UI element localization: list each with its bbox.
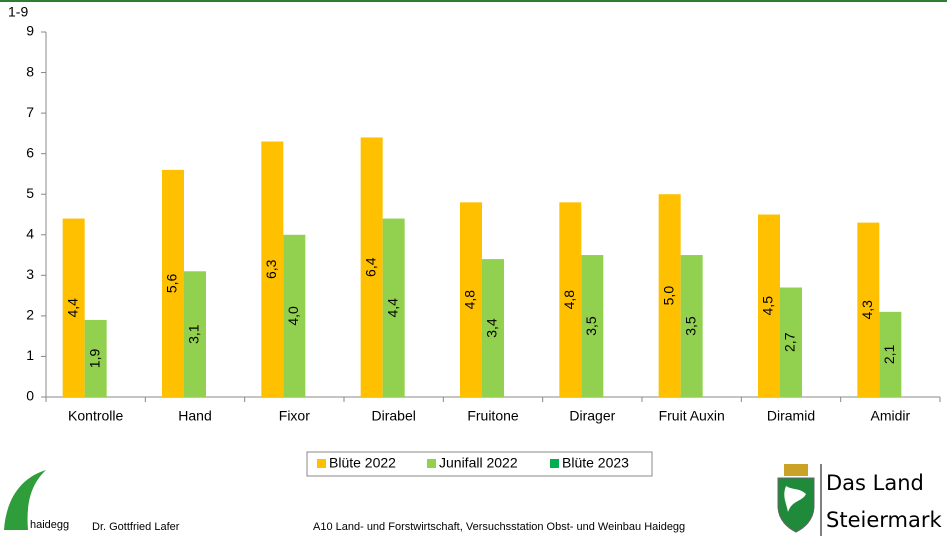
bar <box>162 169 184 397</box>
y-tick-label: 4 <box>26 225 34 241</box>
data-label: 4,8 <box>561 290 577 310</box>
data-label: 3,5 <box>583 316 599 336</box>
x-tick-label: Kontrolle <box>68 408 123 424</box>
bar <box>360 137 383 397</box>
y-tick-label: 0 <box>26 388 34 404</box>
legend-label: Blüte 2022 <box>329 455 396 471</box>
x-tick-label: Dirabel <box>371 408 415 424</box>
data-label: 1,9 <box>86 349 102 369</box>
bar <box>680 255 703 397</box>
bar <box>460 202 482 397</box>
top-border <box>0 0 947 2</box>
y-tick-label: 8 <box>26 63 34 79</box>
x-tick-label: Fruit Auxin <box>659 408 725 424</box>
x-tick-label: Fixor <box>279 408 310 424</box>
data-label: 5,6 <box>164 274 180 294</box>
x-tick-label: Diramid <box>767 408 815 424</box>
x-tick-label: Amidir <box>870 408 910 424</box>
y-tick-label: 5 <box>26 185 34 201</box>
institution: A10 Land- und Forstwirtschaft, Versuchss… <box>313 521 685 533</box>
legend-label: Blüte 2023 <box>562 455 629 471</box>
bar <box>283 234 306 397</box>
bar <box>84 319 107 397</box>
data-label: 4,4 <box>384 298 400 318</box>
data-label: 6,4 <box>362 257 378 277</box>
data-label: 4,4 <box>64 298 80 318</box>
legend-swatch <box>550 459 559 468</box>
y-tick-label: 2 <box>26 307 34 323</box>
legend-swatch <box>427 459 436 468</box>
bar <box>780 287 802 397</box>
logo-text: haidegg <box>30 519 69 531</box>
legend-box <box>306 451 653 477</box>
brand-line1: Das Land <box>826 471 924 495</box>
y-axis-label: 1-9 <box>8 4 28 20</box>
y-tick-label: 7 <box>26 104 34 120</box>
data-label: 4,3 <box>859 300 875 320</box>
data-label: 3,5 <box>682 316 698 336</box>
data-label: 5,0 <box>660 286 676 306</box>
bar <box>879 311 902 397</box>
y-tick-label: 3 <box>26 266 34 282</box>
bar <box>184 271 206 397</box>
data-label: 2,1 <box>881 344 897 364</box>
bar <box>581 255 604 397</box>
haidegg-logo <box>4 470 46 530</box>
data-label: 3,4 <box>484 318 500 338</box>
author: Dr. Gottfried Lafer <box>92 521 180 533</box>
data-label: 6,3 <box>263 259 279 279</box>
bar <box>62 218 85 397</box>
x-tick-label: Fruitone <box>467 408 519 424</box>
legend-swatch <box>317 459 326 468</box>
y-tick-label: 9 <box>26 23 34 39</box>
y-tick-label: 1 <box>26 347 34 363</box>
legend-label: Junifall 2022 <box>439 455 518 471</box>
bar <box>482 259 504 397</box>
bar <box>857 222 880 397</box>
data-label: 4,5 <box>760 296 776 316</box>
bar <box>758 214 780 397</box>
bar <box>382 218 405 397</box>
bar <box>559 202 582 397</box>
bar <box>261 141 284 397</box>
y-tick-label: 6 <box>26 144 34 160</box>
data-label: 4,8 <box>462 290 478 310</box>
data-label: 2,7 <box>782 332 798 352</box>
coat-of-arms <box>777 464 815 533</box>
x-tick-label: Dirager <box>569 408 615 424</box>
data-label: 4,0 <box>285 306 301 326</box>
x-tick-label: Hand <box>178 408 211 424</box>
data-label: 3,1 <box>186 324 202 344</box>
bar <box>658 194 681 397</box>
brand-line2: Steiermark <box>826 508 942 532</box>
